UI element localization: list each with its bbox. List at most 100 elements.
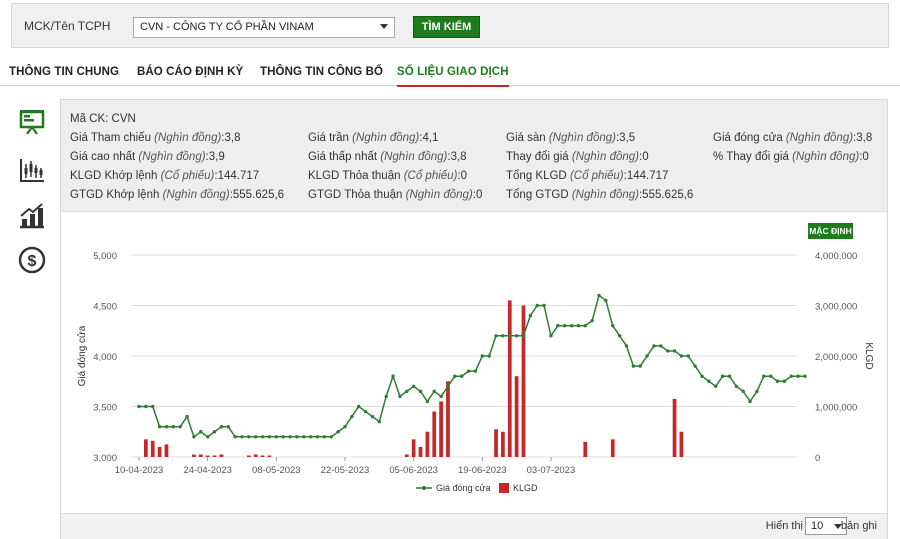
legend-line-marker	[422, 486, 426, 490]
price-point	[453, 374, 457, 378]
info-item-label: Giá đóng cửa	[713, 132, 783, 144]
price-point	[720, 374, 725, 378]
price-point	[659, 344, 663, 348]
info-item: GTGD Thỏa thuận (Nghìn đồng):0	[308, 189, 483, 201]
info-item: Thay đổi giá (Nghìn đồng):0	[506, 151, 649, 163]
price-point	[212, 430, 217, 434]
price-point	[521, 334, 526, 338]
price-point	[425, 399, 430, 404]
show-label: Hiển thị	[765, 520, 803, 532]
price-point	[336, 430, 340, 434]
price-point	[281, 435, 285, 439]
volume-bar	[143, 439, 148, 457]
info-item: GTGD Khớp lệnh (Nghìn đồng):555.625,6	[70, 189, 285, 201]
info-item-unit: (Nghìn đồng)	[405, 189, 473, 201]
price-point	[295, 435, 299, 439]
price-point	[199, 430, 203, 434]
info-item: Giá sàn (Nghìn đồng):3,5	[506, 132, 636, 144]
info-item: Giá thấp nhất (Nghìn đồng):3,8	[308, 151, 467, 163]
price-point	[617, 334, 622, 338]
price-point	[501, 334, 505, 338]
volume-bar	[157, 446, 162, 457]
price-point	[439, 394, 443, 399]
price-point	[219, 425, 224, 429]
info-item-label: Giá Tham chiếu	[70, 132, 151, 144]
y-right-tick-label: 4,000,000	[815, 251, 857, 262]
reset-zoom-button[interactable]: MẶC ĐỊNH	[808, 223, 853, 239]
search-bar: MCK/Tên TCPH CVN - CÔNG TY CỔ PHẦN VINAM…	[11, 3, 889, 48]
price-point	[514, 334, 519, 338]
info-item-unit: (Nghìn đồng)	[571, 189, 639, 201]
y-right-axis-title: KLGD	[863, 342, 874, 369]
price-point	[391, 374, 395, 378]
info-item-value: 3,8	[224, 132, 241, 144]
info-item-unit: (Nghìn đồng)	[352, 132, 420, 144]
info-item-unit: (Cổ phiếu)	[569, 170, 624, 182]
price-point	[308, 435, 313, 439]
volume-bar	[212, 455, 217, 457]
y-left-tick-label: 4,500	[93, 302, 117, 313]
legend-price-label: Giá đóng cửa	[436, 483, 491, 493]
info-item-value: 0	[460, 170, 468, 182]
x-tick-label: 03-07-2023	[527, 465, 576, 476]
price-point	[384, 394, 388, 399]
info-item: KLGD Khớp lệnh (Cổ phiếu):144.717	[70, 170, 260, 182]
info-item-unit: (Cổ phiếu)	[403, 170, 458, 182]
price-point	[748, 399, 752, 404]
price-point	[762, 374, 766, 378]
x-tick-label: 08-05-2023	[252, 465, 301, 476]
price-point	[260, 435, 265, 439]
price-point	[377, 419, 382, 424]
page-size-select[interactable]: 10	[805, 517, 847, 535]
y-right-tick-label: 3,000,000	[815, 302, 857, 313]
info-item-value: 4,1	[422, 132, 439, 144]
volume-bar	[219, 454, 224, 457]
price-point	[466, 369, 471, 373]
page-size-value: 10	[811, 520, 824, 532]
info-item: Giá cao nhất (Nghìn đồng):3,9	[70, 151, 225, 163]
price-point	[322, 435, 327, 439]
price-point	[796, 374, 800, 378]
price-point	[583, 324, 587, 328]
tab-trading-data[interactable]: SỐ LIỆU GIAO DỊCH	[397, 66, 509, 87]
tab-periodic-reports[interactable]: BÁO CÁO ĐỊNH KỲ	[137, 66, 244, 78]
info-item-unit: (Nghìn đồng)	[571, 151, 639, 163]
y-left-tick-label: 3,000	[93, 453, 117, 464]
info-item: Giá đóng cửa (Nghìn đồng):3,8	[713, 132, 873, 144]
price-point	[686, 354, 690, 358]
price-point	[446, 384, 450, 388]
presentation-board-icon[interactable]	[18, 108, 46, 136]
info-item-label: Giá trần	[308, 132, 349, 144]
info-item-value: 3,9	[208, 151, 225, 163]
x-tick-label: 22-05-2023	[321, 465, 370, 476]
volume-bar	[583, 441, 588, 457]
volume-bar	[246, 455, 251, 457]
price-point	[267, 435, 272, 439]
volume-bar	[432, 411, 437, 457]
price-point	[597, 293, 601, 298]
x-tick-label: 19-06-2023	[458, 465, 507, 476]
price-point	[755, 389, 759, 394]
tab-disclosures[interactable]: THÔNG TIN CÔNG BỐ	[260, 66, 384, 78]
volume-bar	[267, 455, 272, 457]
search-button[interactable]: TÌM KIẾM	[413, 16, 480, 38]
info-item-unit: (Nghìn đồng)	[154, 132, 222, 144]
candlestick-chart-icon[interactable]	[18, 156, 46, 184]
volume-bar	[610, 439, 615, 457]
volume-bar	[425, 431, 430, 457]
price-volume-chart: MẶC ĐỊNH 3,000 3,500 4,000 4,500 5,000 0 1,000…	[61, 213, 887, 513]
price-point	[480, 354, 484, 358]
ticker-select[interactable]: CVN - CÔNG TY CỔ PHẦN VINAM	[133, 17, 395, 38]
bar-growth-chart-icon[interactable]	[18, 202, 46, 230]
price-point	[405, 389, 409, 394]
volume-bar	[411, 439, 416, 457]
volume-bar	[494, 429, 498, 457]
info-item-label: % Thay đổi giá	[713, 151, 789, 163]
price-point	[775, 379, 780, 383]
dollar-coin-icon[interactable]: $	[18, 246, 46, 274]
tab-general-info[interactable]: THÔNG TIN CHUNG	[9, 66, 120, 78]
trading-info-summary: Mã CK: CVN Giá Tham chiếu (Nghìn đồng):3…	[61, 100, 887, 212]
volume-bar	[672, 398, 677, 457]
price-point	[411, 384, 416, 388]
price-point	[549, 334, 553, 338]
